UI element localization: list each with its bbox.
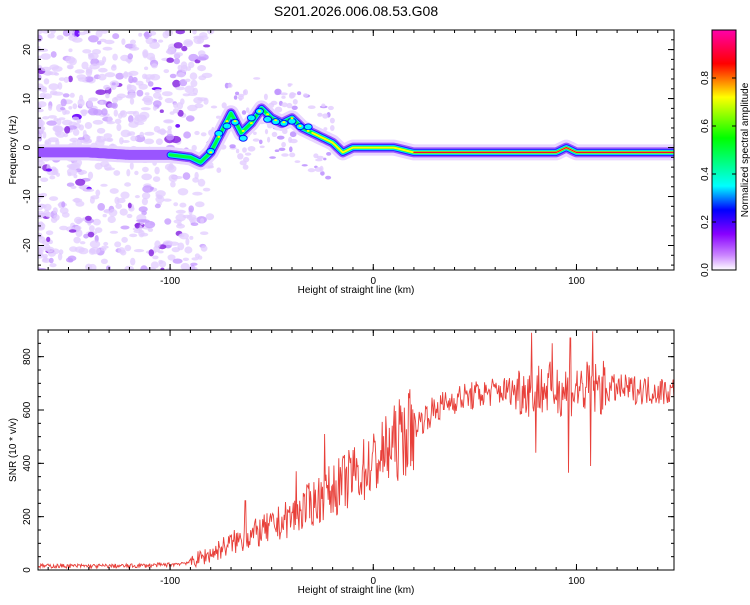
colorbar-tick-label: 0.0 bbox=[700, 263, 711, 277]
x-tick-label: 100 bbox=[568, 276, 585, 287]
spectrogram-ylabel: Frequency (Hz) bbox=[8, 116, 19, 185]
ridge-blob-core bbox=[217, 135, 221, 138]
ridge-blob bbox=[246, 114, 256, 122]
snr-ylabel: SNR (10 * v/v) bbox=[8, 418, 19, 482]
x-tick-label: -100 bbox=[160, 276, 180, 287]
colorbar-tick-label: 0.6 bbox=[700, 119, 711, 133]
y-tick-label: 800 bbox=[22, 348, 33, 365]
colorbar-tick-label: 0.8 bbox=[700, 71, 711, 85]
y-tick-label: 10 bbox=[22, 93, 33, 105]
colorbar-ticks: 0.0 0.2 0.4 0.6 0.8 bbox=[700, 71, 736, 277]
ridge-blob bbox=[238, 134, 248, 142]
ridge-blob bbox=[303, 123, 313, 131]
colorbar: 0.0 0.2 0.4 0.6 0.8 Normalized spectral ampl… bbox=[700, 29, 750, 277]
x-tick-label: 0 bbox=[370, 576, 376, 587]
ridge-blob-core bbox=[233, 120, 237, 123]
colorbar-label: Normalized spectral amplitude bbox=[740, 82, 750, 217]
y-tick-label: 0 bbox=[22, 567, 33, 573]
ridge-blob-core bbox=[290, 117, 294, 120]
snr-frame bbox=[37, 329, 675, 571]
snr-ticks: -100 0 100 0 200 400 600 800 bbox=[22, 329, 674, 587]
y-tick-label: 600 bbox=[22, 401, 33, 418]
spectrogram-ridge bbox=[38, 100, 674, 171]
ridge-blob-core bbox=[298, 125, 302, 127]
ridge-blob bbox=[271, 118, 281, 126]
x-tick-label: 100 bbox=[568, 576, 585, 587]
spectrogram-plot-area bbox=[38, 30, 674, 270]
ridge-blob bbox=[230, 118, 240, 126]
spectrogram-noise bbox=[38, 30, 335, 270]
y-tick-label: 200 bbox=[22, 508, 33, 525]
y-tick-label: -10 bbox=[22, 189, 33, 204]
ridge-blob-core bbox=[282, 121, 286, 124]
snr-xlabel: Height of straight line (km) bbox=[298, 585, 415, 596]
ridge-blob-core bbox=[266, 113, 270, 116]
ridge-blob bbox=[214, 130, 224, 137]
y-tick-label: 0 bbox=[22, 144, 33, 150]
ridge-blob-core bbox=[225, 120, 229, 123]
y-tick-label: 400 bbox=[22, 455, 33, 472]
ridge-blob-core bbox=[258, 110, 261, 113]
ridge-blob-core bbox=[241, 129, 245, 132]
ridge-blob-core bbox=[249, 122, 253, 125]
snr-panel: -100 0 100 0 200 400 600 800 Height of straight… bbox=[8, 329, 675, 596]
snr-plot-area bbox=[38, 331, 674, 570]
ridge-blob-core bbox=[306, 129, 310, 132]
ridge-blob bbox=[279, 119, 289, 127]
x-tick-label: 0 bbox=[370, 276, 376, 287]
spectrogram-xlabel: Height of straight line (km) bbox=[298, 285, 415, 296]
ridge-blob-core bbox=[274, 119, 278, 122]
x-tick-label: -100 bbox=[160, 576, 180, 587]
colorbar-tick-label: 0.4 bbox=[700, 167, 711, 181]
snr-line bbox=[38, 331, 674, 570]
colorbar-tick-label: 0.2 bbox=[700, 215, 711, 229]
ridge-red bbox=[413, 147, 674, 153]
ridge-blob bbox=[222, 122, 232, 130]
spectrogram-frame bbox=[37, 29, 675, 271]
ridge-blob bbox=[263, 115, 273, 123]
y-tick-label: -20 bbox=[22, 238, 33, 253]
y-tick-label: 20 bbox=[22, 44, 33, 56]
ridge-blob-core bbox=[209, 151, 213, 154]
colorbar-gradient bbox=[711, 29, 737, 271]
figure-title: S201.2026.006.08.53.G08 bbox=[274, 3, 438, 19]
